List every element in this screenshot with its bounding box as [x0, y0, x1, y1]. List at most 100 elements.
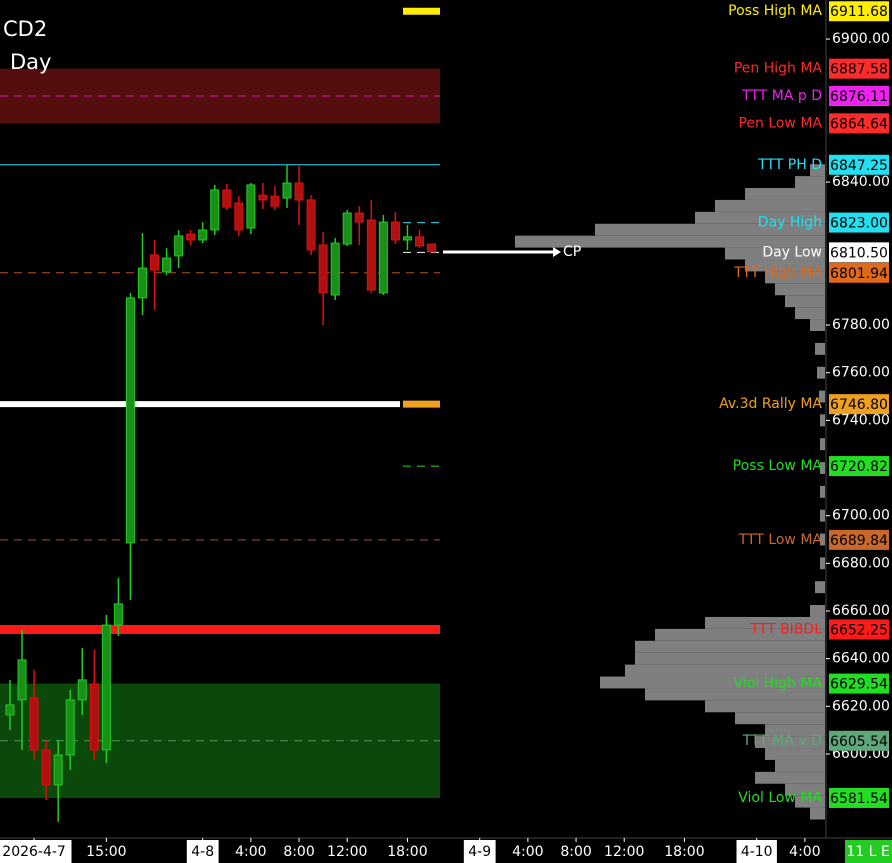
candle-body: [270, 195, 280, 207]
level-value-box: [829, 730, 889, 751]
level-value-box: [829, 58, 889, 79]
candle-body: [53, 754, 63, 786]
candle-body: [101, 624, 111, 751]
volume-bar: [655, 628, 825, 641]
volume-bar: [820, 533, 825, 546]
level-value: 6847.25: [830, 158, 888, 174]
level-value-box: [829, 619, 889, 640]
level-name: Av.3d Rally MA: [719, 396, 822, 412]
level-name: Pen High MA: [734, 61, 823, 77]
volume-bar: [817, 366, 825, 379]
volume-bar: [625, 664, 825, 677]
level-name: Poss Low MA: [733, 458, 823, 474]
level-value: 6720.82: [830, 459, 888, 475]
level-name: TTT MA v D: [742, 733, 822, 749]
level-value-box: [829, 787, 889, 808]
x-date-box: [0, 840, 72, 863]
x-tick-label: 4:00: [512, 844, 543, 860]
level-name: Pen Low MA: [738, 115, 822, 131]
volume-bar: [645, 688, 825, 701]
level-value-box: [829, 212, 889, 233]
volume-bar: [785, 295, 825, 308]
level-value: 6652.25: [830, 622, 888, 638]
candle-body: [306, 199, 316, 251]
volume-bar: [515, 235, 825, 248]
y-tick-label: 6740.00: [832, 412, 890, 428]
candle-body: [174, 235, 184, 257]
y-tick-label: 6680.00: [832, 555, 890, 571]
candle-body: [234, 202, 244, 231]
level-value: 6629.54: [830, 677, 888, 693]
volume-bar: [595, 223, 825, 236]
current-price-label: CP: [563, 244, 581, 260]
level-value: 6823.00: [830, 216, 888, 232]
candle-body: [258, 194, 268, 201]
volume-bar: [775, 283, 825, 296]
volume-bar: [705, 616, 825, 629]
x-tick-label: 8:00: [283, 844, 314, 860]
volume-bar: [820, 414, 825, 427]
volume-bar: [635, 640, 825, 653]
chart-subtitle: Day: [10, 50, 51, 74]
level-name: TTT BIBDL: [749, 621, 822, 637]
volume-bar: [820, 462, 825, 474]
candle-body: [402, 236, 412, 241]
candle-body: [390, 221, 400, 241]
level-name: Poss High MA: [728, 3, 822, 19]
candle-body: [427, 243, 437, 253]
candle-body: [414, 236, 424, 247]
candle-body: [65, 699, 75, 756]
level-value: 6887.58: [830, 62, 888, 78]
candle-body: [162, 257, 172, 273]
level-value-box: [829, 456, 889, 477]
level-name: Day Low: [762, 244, 822, 260]
x-tick-label: 18:00: [664, 844, 704, 860]
level-value: 6746.80: [830, 397, 888, 413]
candle-body: [354, 212, 364, 223]
volume-bar: [635, 652, 825, 665]
volume-bar: [810, 807, 825, 820]
volume-bar: [820, 485, 825, 498]
volume-bar: [815, 342, 825, 355]
candle-body: [222, 189, 232, 208]
candle-body: [41, 749, 51, 786]
candle-body: [198, 229, 208, 241]
volume-bar: [765, 271, 825, 284]
candle-body: [29, 697, 39, 751]
candle-body: [210, 189, 220, 231]
candle-body: [318, 244, 328, 294]
candle-body: [294, 182, 304, 201]
x-tick-label: 12:00: [327, 844, 367, 860]
level-value: 6911.68: [830, 4, 888, 20]
x-tick-label: 12:00: [604, 844, 644, 860]
level-value: 6801.94: [830, 266, 888, 282]
level-value-box: [829, 242, 889, 263]
volume-bar: [735, 712, 825, 725]
y-tick-label: 6780.00: [832, 317, 890, 333]
x-tick-label: 15:00: [86, 844, 126, 860]
level-value-box: [829, 394, 889, 415]
level-name: TTT PH D: [757, 157, 822, 173]
x-tick-label: 8:00: [560, 844, 591, 860]
level-name: TTT High MA: [733, 265, 822, 281]
candle-body: [246, 184, 256, 229]
candle-body: [330, 242, 340, 296]
volume-bar: [755, 736, 825, 749]
candle-body: [378, 221, 388, 294]
status: 11 L E: [846, 844, 889, 860]
volume-bar: [765, 724, 825, 737]
x-date-box: [463, 840, 496, 863]
level-value-box: [829, 113, 889, 134]
candle-body: [282, 182, 292, 199]
level-value-box: [829, 86, 889, 107]
current-price-arrow: [553, 247, 561, 257]
level-value-box: [829, 1, 889, 22]
volume-bar: [815, 581, 825, 594]
level-value-box: [829, 529, 889, 550]
level-band: [0, 68, 440, 124]
level-name: TTT MA p D: [741, 88, 822, 104]
x-tick-label: 4:00: [789, 844, 820, 860]
x-tick-label: 4-9: [468, 844, 491, 860]
volume-bar: [795, 795, 825, 808]
